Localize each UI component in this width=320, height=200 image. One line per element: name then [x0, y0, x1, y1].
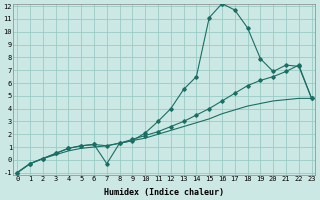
X-axis label: Humidex (Indice chaleur): Humidex (Indice chaleur) — [104, 188, 224, 197]
